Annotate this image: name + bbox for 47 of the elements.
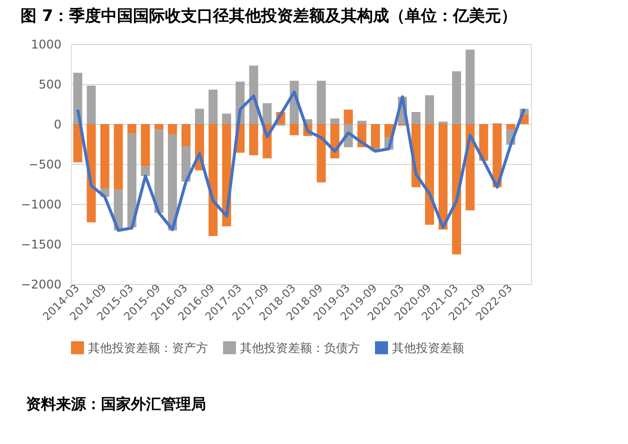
bar	[208, 124, 218, 236]
legend-label: 其他投资差额：资产方	[88, 340, 208, 355]
chart-title: 图 7：季度中国国际收支口径其他投资差额及其构成（单位：亿美元）	[20, 6, 518, 25]
y-tick-label: 0	[54, 118, 62, 132]
bar	[452, 71, 462, 124]
legend-label: 其他投资差额	[392, 340, 464, 355]
bar	[168, 134, 177, 230]
bar	[195, 108, 204, 124]
bar	[357, 120, 366, 124]
bar	[154, 124, 164, 130]
bar	[114, 124, 123, 190]
bar	[316, 124, 326, 182]
bar	[452, 124, 462, 254]
bar	[73, 72, 82, 124]
bar	[316, 80, 326, 124]
bar	[127, 134, 136, 228]
bar	[140, 124, 150, 166]
bar	[168, 124, 177, 134]
bar	[506, 124, 516, 130]
text: 资料来源：国家外汇管理局	[26, 395, 206, 413]
bar	[466, 50, 475, 124]
y-tick-label: 1000	[30, 38, 62, 52]
bar	[208, 90, 218, 124]
bar	[262, 103, 272, 124]
bar	[425, 124, 434, 225]
bar	[438, 124, 448, 230]
line-series	[76, 90, 526, 232]
bar	[412, 112, 420, 124]
bar	[249, 124, 258, 156]
y-tick-label: −500	[28, 158, 62, 172]
bar	[425, 95, 434, 124]
bar	[222, 114, 232, 124]
y-tick-label: −1000	[20, 198, 62, 212]
bar	[344, 110, 353, 124]
bar	[479, 124, 488, 161]
bar	[86, 86, 96, 124]
bar	[290, 124, 299, 136]
bar	[154, 130, 164, 213]
bar	[127, 124, 136, 134]
y-tick-label: 500	[38, 78, 62, 92]
bar	[330, 118, 340, 124]
bar	[140, 166, 150, 176]
bar	[182, 124, 190, 146]
y-tick-label: −1500	[20, 238, 62, 252]
bar	[370, 124, 380, 148]
legend-label: 其他投资差额：负债方	[240, 340, 360, 355]
bar	[100, 124, 110, 188]
